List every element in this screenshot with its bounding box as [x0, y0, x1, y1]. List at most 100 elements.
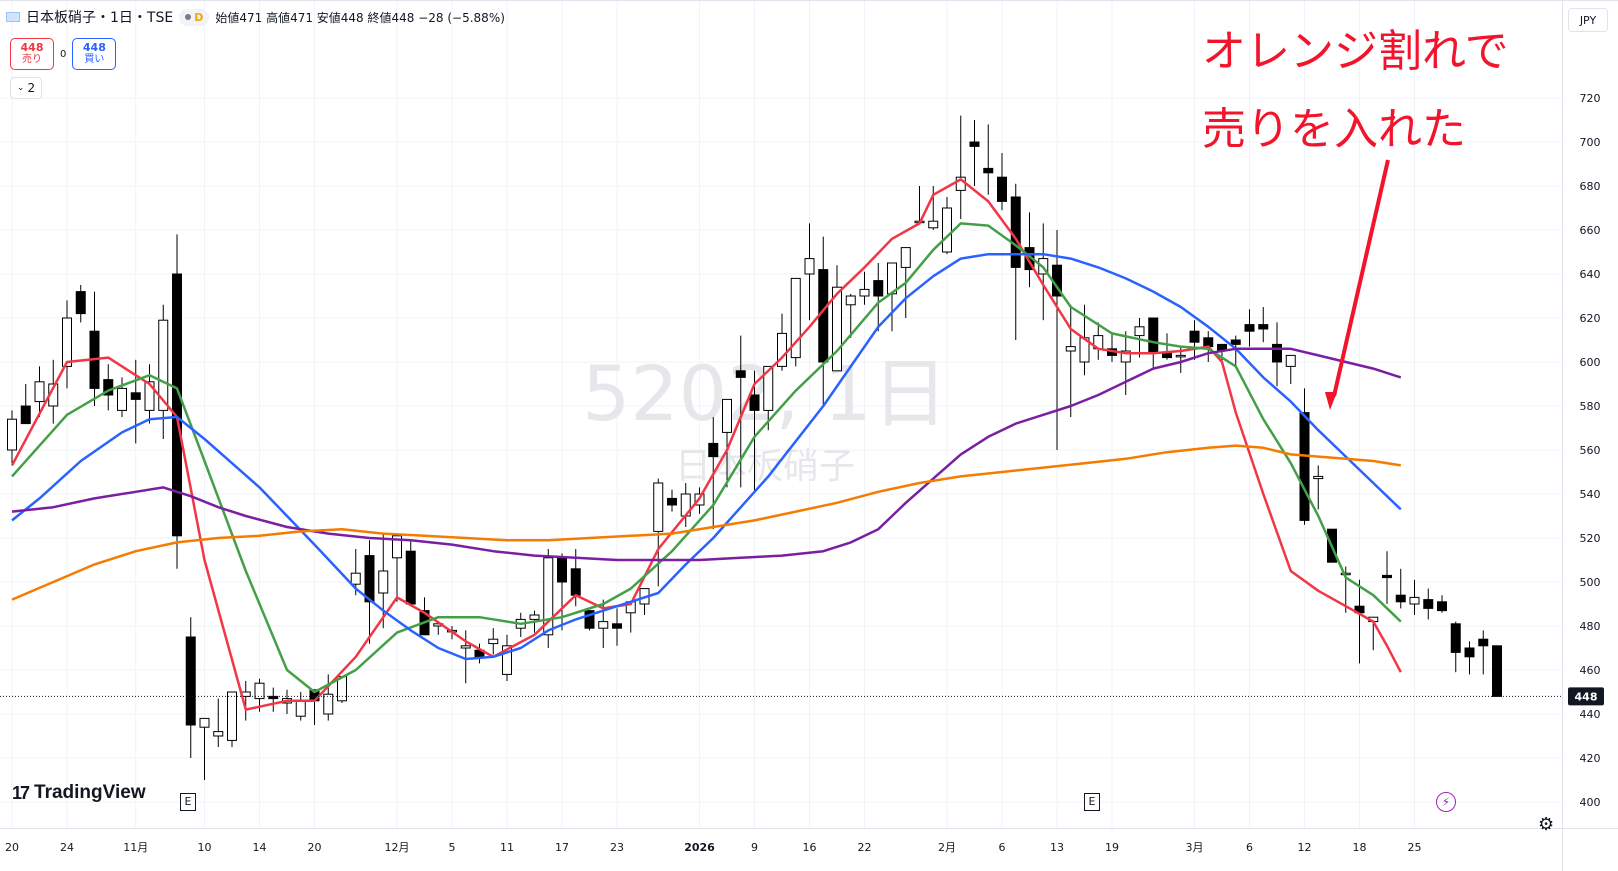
- market-status-icon: [185, 14, 192, 20]
- event-marker-1[interactable]: E: [180, 793, 196, 811]
- price-tick-label: 720: [1580, 92, 1601, 105]
- currency-button[interactable]: JPY: [1568, 8, 1608, 32]
- candle-down: [969, 141, 980, 147]
- candle-down: [185, 636, 196, 726]
- buy-price: 448: [82, 41, 106, 54]
- ma-line-ma75: [11, 347, 1402, 562]
- candle-up: [845, 295, 856, 306]
- candle-up: [34, 381, 45, 403]
- logo-text: TradingView: [34, 782, 146, 803]
- candle-down: [997, 176, 1007, 202]
- indicators-count: 2: [27, 81, 36, 95]
- time-axis[interactable]: 20 24 11月 10 14 20 12月 5 11 17 23 2026 9 16 22 2月 6 13 19 3…: [5, 841, 1422, 854]
- sell-button[interactable]: 448 売り: [10, 38, 54, 70]
- candle-up: [1134, 326, 1145, 337]
- candle-down: [1395, 594, 1406, 603]
- annotation-line-2: 売りを入れた: [1202, 104, 1466, 155]
- candle-down: [364, 555, 375, 603]
- price-tick-label: 440: [1580, 708, 1601, 721]
- candle-down: [612, 623, 622, 629]
- time-tick-label: 13: [1050, 841, 1064, 854]
- time-tick-label: 20: [308, 841, 322, 854]
- time-tick-label: 25: [1408, 841, 1422, 854]
- candle-down: [1492, 645, 1502, 697]
- sell-label: 売り: [22, 54, 42, 65]
- time-tick-label: 18: [1353, 841, 1367, 854]
- time-tick-label: 9: [751, 841, 758, 854]
- candle-up: [900, 247, 911, 268]
- candle-up: [763, 365, 774, 411]
- candle-up: [378, 570, 389, 594]
- candle-up: [254, 682, 265, 700]
- candle-up: [213, 731, 224, 737]
- candle-down: [1230, 339, 1241, 345]
- candle-down: [735, 370, 746, 378]
- candle-down: [1010, 196, 1021, 268]
- price-axis[interactable]: 400 420 440 460 480 500 520 540 560 580 600 620 640 6…: [1568, 92, 1604, 809]
- candle-down: [75, 291, 86, 315]
- candle-up: [598, 621, 609, 629]
- price-tick-label: 680: [1580, 180, 1601, 193]
- candle-down: [873, 280, 884, 297]
- candle-down: [103, 379, 114, 396]
- candle-up: [144, 381, 155, 411]
- price-tick-label: 460: [1580, 664, 1601, 677]
- indicators-toggle[interactable]: ⌄ 2: [10, 77, 42, 99]
- ma-line-ma200: [11, 444, 1401, 601]
- candle-down: [405, 550, 416, 605]
- candle-up: [1409, 596, 1420, 605]
- price-tick-label: 500: [1580, 576, 1601, 589]
- tradingview-logo-icon: 17: [12, 782, 30, 803]
- candle-up: [777, 332, 787, 367]
- candle-up: [7, 418, 17, 451]
- time-tick-label: 23: [610, 841, 624, 854]
- price-tick-label: 540: [1580, 488, 1601, 501]
- candle-up: [804, 258, 815, 275]
- candle-down: [1423, 599, 1434, 609]
- candle-down: [749, 394, 760, 411]
- buy-button[interactable]: 448 買い: [72, 38, 117, 70]
- time-tick-label: 16: [803, 841, 817, 854]
- trade-buttons: 448 売り 0 448 買い: [10, 38, 117, 70]
- time-tick-label: 3月: [1186, 841, 1204, 854]
- time-tick-label: 12月: [385, 841, 410, 854]
- candle-up: [295, 700, 306, 717]
- candle-down: [20, 405, 31, 425]
- candle-up: [1175, 354, 1186, 358]
- candle-down: [667, 497, 677, 506]
- time-tick-label: 24: [60, 841, 74, 854]
- time-tick-label: 6: [999, 841, 1006, 854]
- status-badge[interactable]: D: [179, 8, 210, 26]
- exchange-flag-icon: [6, 12, 20, 22]
- time-tick-label: 14: [253, 841, 267, 854]
- candle-down: [1162, 352, 1172, 359]
- candle-down: [1189, 330, 1200, 343]
- time-tick-label: 2月: [938, 841, 956, 854]
- symbol-title[interactable]: 日本板硝子・1日・TSE: [26, 10, 174, 26]
- candle-up: [1285, 354, 1296, 367]
- candle-up: [529, 614, 540, 620]
- time-tick-label: 12: [1298, 841, 1312, 854]
- lightning-icon[interactable]: ⚡: [1436, 792, 1456, 812]
- tradingview-logo[interactable]: 17 TradingView: [12, 782, 146, 804]
- spread-value: 0: [60, 48, 67, 60]
- candle-down: [1258, 324, 1269, 330]
- candle-up: [158, 319, 169, 411]
- candle-up: [859, 288, 870, 297]
- candle-down: [983, 167, 994, 174]
- event-marker-2[interactable]: E: [1084, 793, 1100, 811]
- sell-price: 448: [20, 41, 44, 54]
- candle-up: [227, 691, 237, 741]
- time-tick-label: 11月: [123, 841, 148, 854]
- candle-up: [1065, 346, 1076, 352]
- last-price-label: 448: [1575, 690, 1598, 703]
- candle-down: [1437, 601, 1447, 612]
- time-tick-label: 19: [1105, 841, 1119, 854]
- candle-down: [1244, 324, 1255, 332]
- settings-gear-icon[interactable]: ⚙: [1538, 814, 1555, 835]
- time-tick-label: 11: [500, 841, 514, 854]
- price-tick-label: 520: [1580, 532, 1601, 545]
- candle-down: [1299, 412, 1310, 521]
- candle-down: [1203, 337, 1214, 348]
